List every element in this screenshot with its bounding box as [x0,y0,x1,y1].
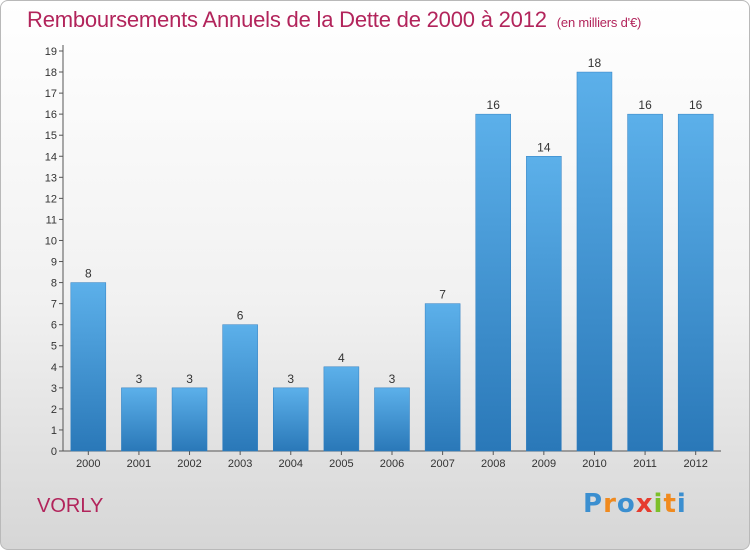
x-tick-label: 2009 [532,458,556,470]
data-label-2002: 3 [186,372,193,386]
x-tick-label: 2011 [633,458,657,470]
bar-2010 [576,71,613,452]
chart-title: Remboursements Annuels de la Dette de 20… [27,7,641,33]
x-tick-label: 2003 [228,458,252,470]
x-tick-label: 2007 [430,458,454,470]
logo-letter: P [583,489,604,519]
proxiti-logo: Proxiti [583,489,687,519]
x-tick-label: 2005 [329,458,353,470]
bar-2009 [526,156,562,452]
chart-subtitle: (en milliers d'€) [556,15,642,30]
logo-letter: t [663,489,677,519]
y-tick-label: 11 [46,214,57,226]
bar-2000 [70,282,107,452]
x-tick-label: 2004 [279,458,303,470]
data-label-2000: 8 [85,267,92,281]
x-tick-label: 2010 [582,458,606,470]
data-label-2011: 16 [638,98,652,112]
y-tick-label: 4 [51,362,57,374]
y-tick-label: 7 [51,299,57,311]
bar-2005 [323,366,360,452]
y-tick-label: 6 [51,320,57,332]
chart-bars [70,71,714,452]
data-label-2006: 3 [389,372,396,386]
data-label-2004: 3 [287,372,294,386]
chart-title-text: Remboursements Annuels de la Dette de 20… [27,7,547,32]
logo-letter: o [616,489,636,519]
y-tick-label: 17 [45,88,57,100]
bar-2003 [222,324,258,452]
y-tick-label: 14 [45,151,57,163]
bar-2008 [475,113,511,452]
data-label-2009: 14 [537,140,551,154]
bar-2006 [374,387,410,452]
x-tick-label: 2012 [683,458,707,470]
data-label-2007: 7 [439,288,446,302]
data-label-2008: 16 [487,98,501,112]
bar-2004 [273,387,309,452]
x-tick-label: 2001 [127,458,151,470]
logo-letter: r [603,489,617,519]
commune-name: VORLY [37,495,104,517]
x-tick-label: 2000 [76,458,100,470]
y-tick-label: 16 [45,109,57,121]
bar-2011 [627,113,663,452]
data-label-2012: 16 [689,98,703,112]
data-label-2001: 3 [136,372,143,386]
logo-letter: i [653,489,664,519]
y-tick-label: 13 [45,172,57,184]
data-label-2003: 6 [237,309,244,323]
y-tick-label: 9 [51,257,57,269]
y-tick-label: 15 [45,130,57,142]
y-tick-label: 1 [51,425,57,437]
logo-letter: x [635,489,654,519]
bar-2012 [677,113,714,452]
y-tick-label: 0 [51,446,57,458]
y-tick-label: 3 [51,383,57,395]
x-tick-label: 2006 [380,458,404,470]
chart-labels: 2000 8 2001 3 2002 3 2003 6 2004 3 2005 4 2006 3 2007 7… [76,56,708,470]
y-tick-label: 10 [45,235,57,247]
bar-2007 [424,303,461,452]
bar-2002 [171,387,208,452]
y-tick-label: 18 [45,67,57,79]
y-tick-label: 8 [51,278,57,290]
y-tick-label: 5 [51,341,57,353]
y-tick-label: 2 [51,404,57,416]
logo-letter: i [676,489,687,519]
y-tick-label: 19 [45,46,57,58]
data-label-2005: 4 [338,351,345,365]
x-tick-label: 2002 [177,458,201,470]
bar-2001 [121,387,157,452]
x-tick-label: 2008 [481,458,505,470]
y-tick-label: 12 [45,193,57,205]
data-label-2010: 18 [588,56,602,70]
